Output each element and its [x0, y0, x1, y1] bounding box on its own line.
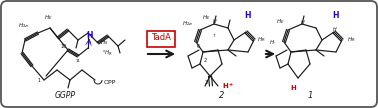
- Text: $\bf{H}$: $\bf{H}$: [86, 29, 94, 40]
- FancyBboxPatch shape: [1, 1, 377, 107]
- Text: $H_{2z\prime}$: $H_{2z\prime}$: [19, 22, 30, 30]
- Text: 1: 1: [37, 78, 40, 83]
- Text: $\bf{H}$: $\bf{H}$: [290, 83, 297, 92]
- Text: TadA: TadA: [151, 33, 171, 43]
- FancyBboxPatch shape: [147, 31, 175, 47]
- Text: $H_S$: $H_S$: [100, 39, 108, 47]
- Text: $^{\prime\prime}H_R$: $^{\prime\prime}H_R$: [102, 48, 113, 58]
- Text: $\bf{H}$: $\bf{H}$: [332, 10, 340, 21]
- Text: 3: 3: [204, 79, 208, 84]
- Text: $H_R$: $H_R$: [347, 36, 355, 44]
- Text: $H_E$: $H_E$: [276, 17, 284, 26]
- Text: 10: 10: [61, 44, 67, 48]
- Text: $\mathbf{H^+}$: $\mathbf{H^+}$: [222, 81, 234, 91]
- Text: OPP: OPP: [104, 79, 116, 84]
- Text: $H_{\cdot}$: $H_{\cdot}$: [269, 38, 276, 46]
- Text: 7: 7: [213, 34, 215, 38]
- Text: 2: 2: [203, 59, 206, 64]
- Text: $\bf{H}$: $\bf{H}$: [244, 10, 252, 21]
- Text: 2: 2: [219, 91, 225, 101]
- Text: 14: 14: [87, 41, 91, 45]
- Text: $H_E$: $H_E$: [202, 14, 210, 22]
- Text: 11: 11: [76, 59, 81, 63]
- Text: $H_E$: $H_E$: [44, 14, 52, 22]
- Text: $H$: $H$: [332, 25, 338, 33]
- Text: $H$: $H$: [300, 18, 306, 26]
- Text: $H$: $H$: [212, 17, 218, 25]
- Text: 1: 1: [307, 91, 313, 101]
- Text: GGPP: GGPP: [54, 91, 76, 101]
- Text: $H_R$: $H_R$: [257, 36, 265, 44]
- Text: 6: 6: [197, 44, 200, 48]
- Text: $H_{2z\prime}$: $H_{2z\prime}$: [182, 20, 194, 28]
